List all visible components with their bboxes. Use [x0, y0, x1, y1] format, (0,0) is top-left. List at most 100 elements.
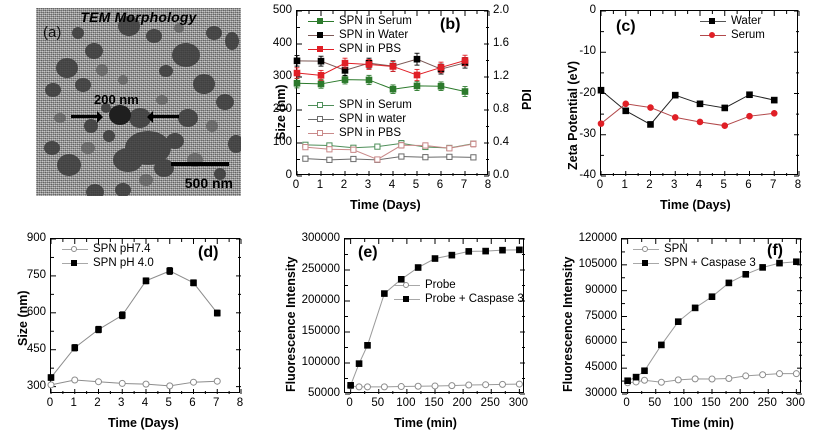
x-tick-label: 50: [371, 397, 385, 409]
panel-d-legend: SPN pH7.4 SPN pH 4.0: [62, 242, 154, 270]
legend-swatch: [308, 17, 334, 24]
panel-d-tag: (d): [198, 244, 219, 261]
x-tick-label: 100: [673, 397, 693, 409]
y2-tick-label: 1.2: [493, 70, 509, 82]
y-tick-label: 750: [26, 268, 46, 281]
x-tick-label: 300: [785, 397, 805, 409]
panel-b-size-pdi-chart: (b) Size (nm) PDI Time (Days) SPN in Ser…: [262, 0, 534, 220]
legend-label: SPN in Serum: [339, 15, 412, 27]
legend-label: SPN pH 4.0: [93, 257, 154, 269]
panel-a-tag: (a): [43, 24, 62, 41]
y-tick-label: 30000: [585, 387, 617, 399]
legend-entry: Water: [700, 14, 765, 28]
y-tick-label: -20: [579, 86, 596, 99]
panel-d-y-axis-label: Size (nm): [16, 290, 30, 346]
y-tick-label: 500: [272, 4, 292, 16]
legend-entry: SPN in Serum: [308, 98, 412, 112]
x-tick-label: 8: [236, 397, 244, 409]
legend-label: Probe: [425, 279, 456, 291]
legend-swatch: [62, 259, 88, 266]
panel-f-y-axis-label: Fluorescence Intensity: [561, 256, 575, 392]
x-tick-label: 7: [770, 179, 777, 191]
legend-label: SPN pH7.4: [93, 243, 151, 255]
panel-b-tag: (b): [440, 16, 461, 33]
legend-entry: SPN in PBS: [308, 126, 412, 140]
x-tick-label: 0: [596, 179, 604, 191]
tem-size-annotation: 200 nm: [94, 92, 139, 107]
x-tick-label: 2: [94, 397, 101, 409]
legend-label: SPN in Serum: [339, 99, 412, 111]
x-tick-label: 3: [671, 179, 678, 191]
y-tick-label: 400: [272, 37, 292, 49]
x-tick-label: 4: [141, 397, 149, 409]
y-tick-label: 90000: [585, 283, 617, 296]
legend-entry: SPN in Serum: [308, 14, 412, 28]
y-tick-label: 75000: [585, 309, 617, 322]
x-tick-label: 0: [46, 397, 54, 409]
arrow-left-icon: [71, 111, 103, 123]
y-tick-label: 60000: [585, 335, 617, 348]
x-tick-label: 250: [757, 397, 777, 409]
x-tick-label: 4: [695, 179, 703, 191]
x-tick-label: 8: [484, 179, 492, 191]
x-tick-label: 6: [189, 397, 196, 409]
x-tick-label: 5: [165, 397, 172, 409]
x-tick-label: 6: [745, 179, 752, 191]
y2-tick-label: 1.6: [493, 37, 509, 49]
legend-swatch: [308, 115, 334, 122]
x-tick-label: 7: [213, 397, 220, 409]
legend-entry: SPN + Caspase 3: [633, 256, 756, 270]
y-tick-label: 45000: [585, 361, 617, 374]
y-tick-label: 300: [26, 379, 46, 392]
y-tick-label: -10: [579, 45, 596, 58]
x-tick-label: 0: [346, 397, 353, 409]
panel-b-x-axis-label: Time (Days): [350, 198, 421, 212]
x-tick-label: 250: [480, 397, 500, 409]
x-tick-label: 200: [452, 397, 472, 409]
y-tick-label: 600: [26, 305, 46, 318]
legend-entry: SPN in Water: [308, 28, 412, 42]
legend-label: SPN in PBS: [339, 127, 401, 139]
panel-e-x-axis-label: Time (min): [394, 416, 457, 430]
y-tick-label: 200000: [301, 294, 340, 306]
tem-highlighted-particle: [109, 105, 131, 125]
x-tick-label: 0: [623, 397, 630, 409]
legend-entry: SPN: [633, 242, 756, 256]
y-tick-label: 900: [26, 232, 46, 244]
y-tick-label: 105000: [578, 257, 617, 270]
x-tick-label: 8: [794, 179, 802, 191]
panel-b-y2-axis-label: PDI: [520, 89, 534, 110]
y-tick-label: 300: [272, 70, 292, 82]
tem-micrograph: TEM Morphology (a) 200 nm 500 nm: [36, 8, 241, 196]
panel-f-legend: SPN SPN + Caspase 3: [633, 242, 756, 270]
y-tick-label: 0: [285, 169, 292, 181]
x-tick-label: 1: [621, 179, 628, 191]
panel-e-legend: Probe Probe + Caspase 3: [394, 278, 524, 306]
panel-b-plot-area: [293, 10, 490, 177]
panel-e-tag: (e): [358, 244, 378, 261]
x-tick-label: 3: [364, 179, 372, 191]
legend-entry: Serum: [700, 28, 765, 42]
panel-d-plot-area: [47, 238, 242, 394]
y2-tick-label: 2.0: [493, 4, 509, 16]
x-tick-label: 7: [460, 179, 468, 191]
panel-f-spn-chart: (f) Fluorescence Intensity Time (min) SP…: [545, 224, 819, 444]
x-tick-label: 2: [646, 179, 653, 191]
legend-entry: Probe + Caspase 3: [394, 292, 524, 306]
panel-a-tem-image: TEM Morphology (a) 200 nm 500 nm: [36, 8, 241, 196]
legend-swatch: [308, 31, 334, 38]
x-tick-label: 150: [424, 397, 444, 409]
x-tick-label: 50: [648, 397, 662, 409]
legend-swatch: [633, 245, 659, 252]
y-tick-label: 300000: [301, 232, 340, 244]
legend-label: SPN in water: [339, 113, 407, 125]
panel-d-ph-size-chart: (d) Size (nm) Time (Days) SPN pH7.4 SPN p…: [0, 224, 262, 444]
panel-c-legend: Water Serum: [700, 14, 765, 42]
x-tick-label: 4: [388, 179, 396, 191]
legend-label: Water: [731, 15, 762, 27]
scale-bar-label: 500 nm: [184, 175, 233, 191]
legend-swatch: [394, 281, 420, 288]
y2-tick-label: 0.4: [493, 136, 509, 148]
legend-label: SPN + Caspase 3: [664, 257, 756, 269]
